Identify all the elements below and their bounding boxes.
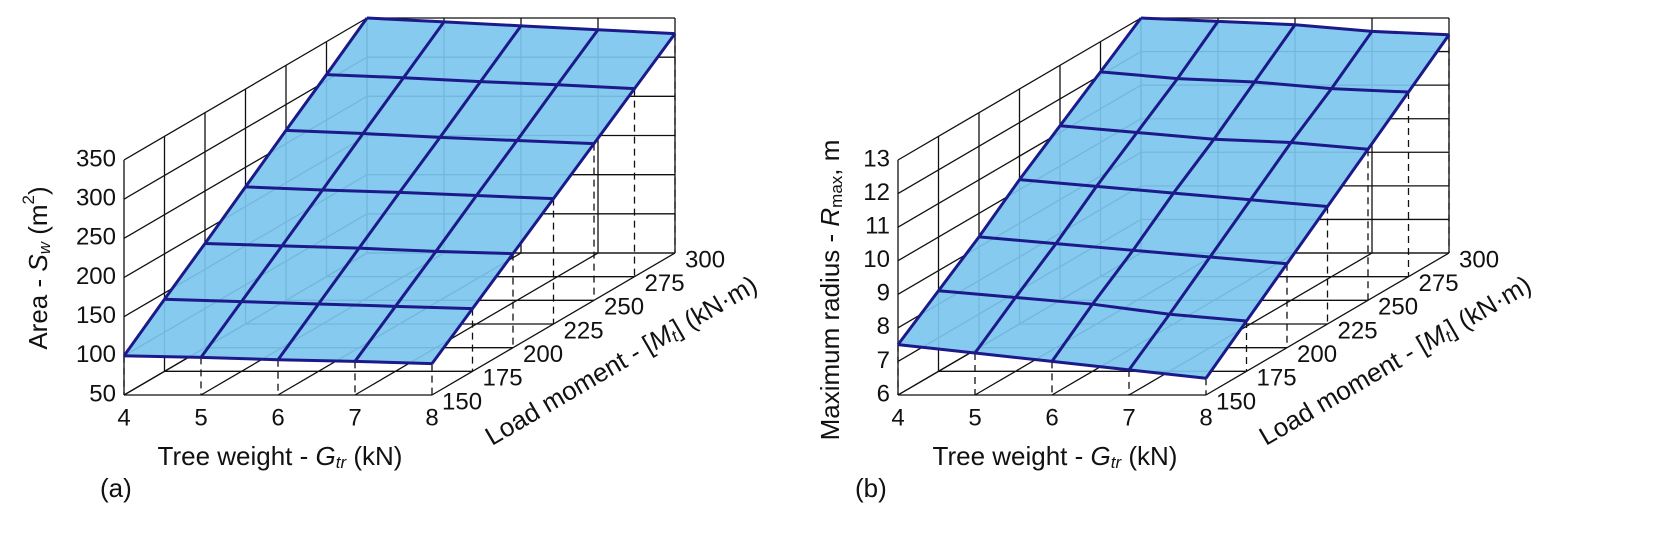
x-tick-label: 5 <box>968 404 981 431</box>
z-axis-title: Maximum radius - Rmax, m <box>815 140 847 441</box>
x-tick-label: 6 <box>1045 404 1058 431</box>
mesh-column <box>1204 33 1451 380</box>
mesh-column <box>1050 23 1297 363</box>
z-tick-label: 300 <box>76 185 116 212</box>
z-tick-label: 9 <box>877 280 890 307</box>
y-tick-label: 175 <box>1257 365 1297 392</box>
y-tick-label: 200 <box>523 341 563 368</box>
y-tick-label: 200 <box>1297 341 1337 368</box>
x-tick-label: 8 <box>425 404 438 431</box>
z-tick-label: 50 <box>89 380 116 407</box>
mesh-row <box>366 16 676 36</box>
z-tick-label: 250 <box>76 224 116 251</box>
x-tick-label: 7 <box>1122 404 1135 431</box>
x-axis-title: Tree weight - Gtr (kN) <box>933 441 1178 473</box>
panel: (a) Tree weight - Gtr (kN) Area - Sw (m2… <box>19 16 762 503</box>
y-tick-label: 225 <box>1338 317 1378 344</box>
z-tick-label: 350 <box>76 145 116 172</box>
y-tick-label: 150 <box>442 388 482 415</box>
x-tick-label: 4 <box>891 404 904 431</box>
panel: (b) Tree weight - Gtr (kN) Maximum radiu… <box>815 16 1536 503</box>
z-tick-label: 150 <box>76 302 116 329</box>
x-tick-label: 8 <box>1199 404 1212 431</box>
mesh-column <box>276 24 523 361</box>
panel-label: (b) <box>855 473 887 503</box>
z-tick-label: 100 <box>76 341 116 368</box>
y-tick-label: 300 <box>1459 246 1499 273</box>
surface <box>898 18 1449 379</box>
y-tick-label: 250 <box>1378 294 1418 321</box>
mesh-column <box>973 20 1220 354</box>
y-tick-label: 150 <box>1216 388 1256 415</box>
mesh-column <box>122 17 369 357</box>
panel-label: (a) <box>100 473 132 503</box>
z-tick-label: 12 <box>863 179 890 206</box>
y-tick-label: 275 <box>645 270 685 297</box>
y-tick-label: 250 <box>604 294 644 321</box>
x-tick-label: 5 <box>194 404 207 431</box>
mesh-row <box>897 343 1207 380</box>
z-tick-label: 200 <box>76 263 116 290</box>
z-tick-label: 11 <box>865 212 890 239</box>
x-axis-title: Tree weight - Gtr (kN) <box>158 441 403 473</box>
x-tick-label: 4 <box>117 404 130 431</box>
grid-line <box>354 252 599 396</box>
z-tick-label: 10 <box>863 246 890 273</box>
x-tick-label: 6 <box>271 404 284 431</box>
z-tick-label: 6 <box>877 380 890 407</box>
y-tick-label: 175 <box>483 365 523 392</box>
y-tick-label: 225 <box>564 317 604 344</box>
z-tick-label: 8 <box>877 313 890 340</box>
mesh-column <box>896 17 1143 346</box>
z-tick-label: 7 <box>877 347 890 374</box>
mesh-column <box>353 28 600 363</box>
mesh-column <box>199 21 446 359</box>
y-tick-label: 300 <box>685 246 725 273</box>
mesh-column <box>1127 30 1374 371</box>
y-tick-label: 275 <box>1419 270 1459 297</box>
x-tick-label: 7 <box>348 404 361 431</box>
z-tick-label: 13 <box>863 145 890 172</box>
mesh-column <box>430 32 677 365</box>
z-axis-title: Area - Sw (m2) <box>19 186 54 349</box>
